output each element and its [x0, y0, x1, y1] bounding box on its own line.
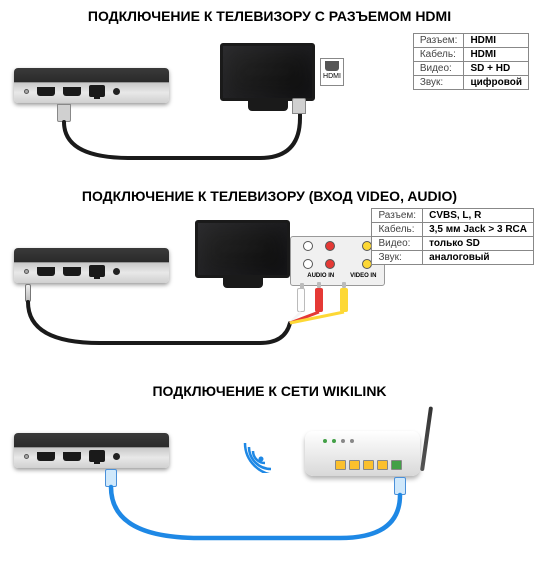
rca-plug-yellow — [340, 288, 348, 312]
rca-jack-white — [303, 259, 313, 269]
hdmi-plug-tv — [292, 98, 306, 114]
network-diagram — [0, 403, 539, 558]
section-network: ПОДКЛЮЧЕНИЕ К СЕТИ WIKILINK — [0, 375, 539, 560]
section-hdmi-title: ПОДКЛЮЧЕНИЕ К ТЕЛЕВИЗОРУ С РАЗЪЕМОМ HDMI — [0, 0, 539, 28]
router — [305, 431, 420, 476]
spec-label: Кабель: — [372, 223, 423, 237]
video-in-label: VIDEO IN — [347, 273, 380, 279]
av-spec-table: Разъем:CVBS, L, R Кабель:3,5 мм Jack > 3… — [371, 208, 534, 265]
section-hdmi: ПОДКЛЮЧЕНИЕ К ТЕЛЕВИЗОРУ С РАЗЪЕМОМ HDMI… — [0, 0, 539, 180]
ethernet-plug-router — [394, 477, 406, 495]
hdmi-spec-table: Разъем:HDMI Кабель:HDMI Видео:SD + HD Зв… — [413, 33, 529, 90]
settop-box — [14, 68, 169, 103]
tv — [195, 220, 290, 290]
rca-plug-white — [297, 288, 305, 312]
section-av: ПОДКЛЮЧЕНИЕ К ТЕЛЕВИЗОРУ (ВХОД VIDEO, AU… — [0, 180, 539, 375]
settop-box — [14, 248, 169, 283]
hdmi-plug-box — [57, 104, 71, 122]
router-ports — [335, 460, 402, 470]
spec-value: аналоговый — [423, 251, 534, 265]
hdmi-badge-text: HDMI — [323, 73, 341, 80]
rca-jack-red — [325, 241, 335, 251]
spec-value: HDMI — [464, 34, 529, 48]
spec-value: 3,5 мм Jack > 3 RCA — [423, 223, 534, 237]
router-antenna — [420, 406, 433, 471]
spec-label: Звук: — [413, 76, 464, 90]
spec-label: Видео: — [372, 237, 423, 251]
spec-label: Разъем: — [413, 34, 464, 48]
spec-value: HDMI — [464, 48, 529, 62]
av-diagram: AUDIO IN VIDEO IN Разъем:CVBS, L, R Кабе… — [0, 208, 539, 353]
rca-jack-white — [303, 241, 313, 251]
wifi-icon — [225, 423, 285, 473]
settop-box — [14, 433, 169, 468]
spec-value: цифровой — [464, 76, 529, 90]
section-network-title: ПОДКЛЮЧЕНИЕ К СЕТИ WIKILINK — [0, 375, 539, 403]
rca-jack-red — [325, 259, 335, 269]
spec-label: Звук: — [372, 251, 423, 265]
spec-label: Видео: — [413, 62, 464, 76]
audio-jack-plug — [25, 284, 31, 302]
hdmi-diagram: HDMI Разъем:HDMI Кабель:HDMI Видео:SD + … — [0, 28, 539, 173]
spec-value: SD + HD — [464, 62, 529, 76]
spec-value: только SD — [423, 237, 534, 251]
hdmi-port-label: HDMI — [320, 58, 344, 86]
spec-label: Кабель: — [413, 48, 464, 62]
spec-value: CVBS, L, R — [423, 209, 534, 223]
audio-in-label: AUDIO IN — [295, 273, 347, 279]
ethernet-plug-box — [105, 469, 117, 487]
rca-plug-red — [315, 288, 323, 312]
section-av-title: ПОДКЛЮЧЕНИЕ К ТЕЛЕВИЗОРУ (ВХОД VIDEO, AU… — [0, 180, 539, 208]
spec-label: Разъем: — [372, 209, 423, 223]
